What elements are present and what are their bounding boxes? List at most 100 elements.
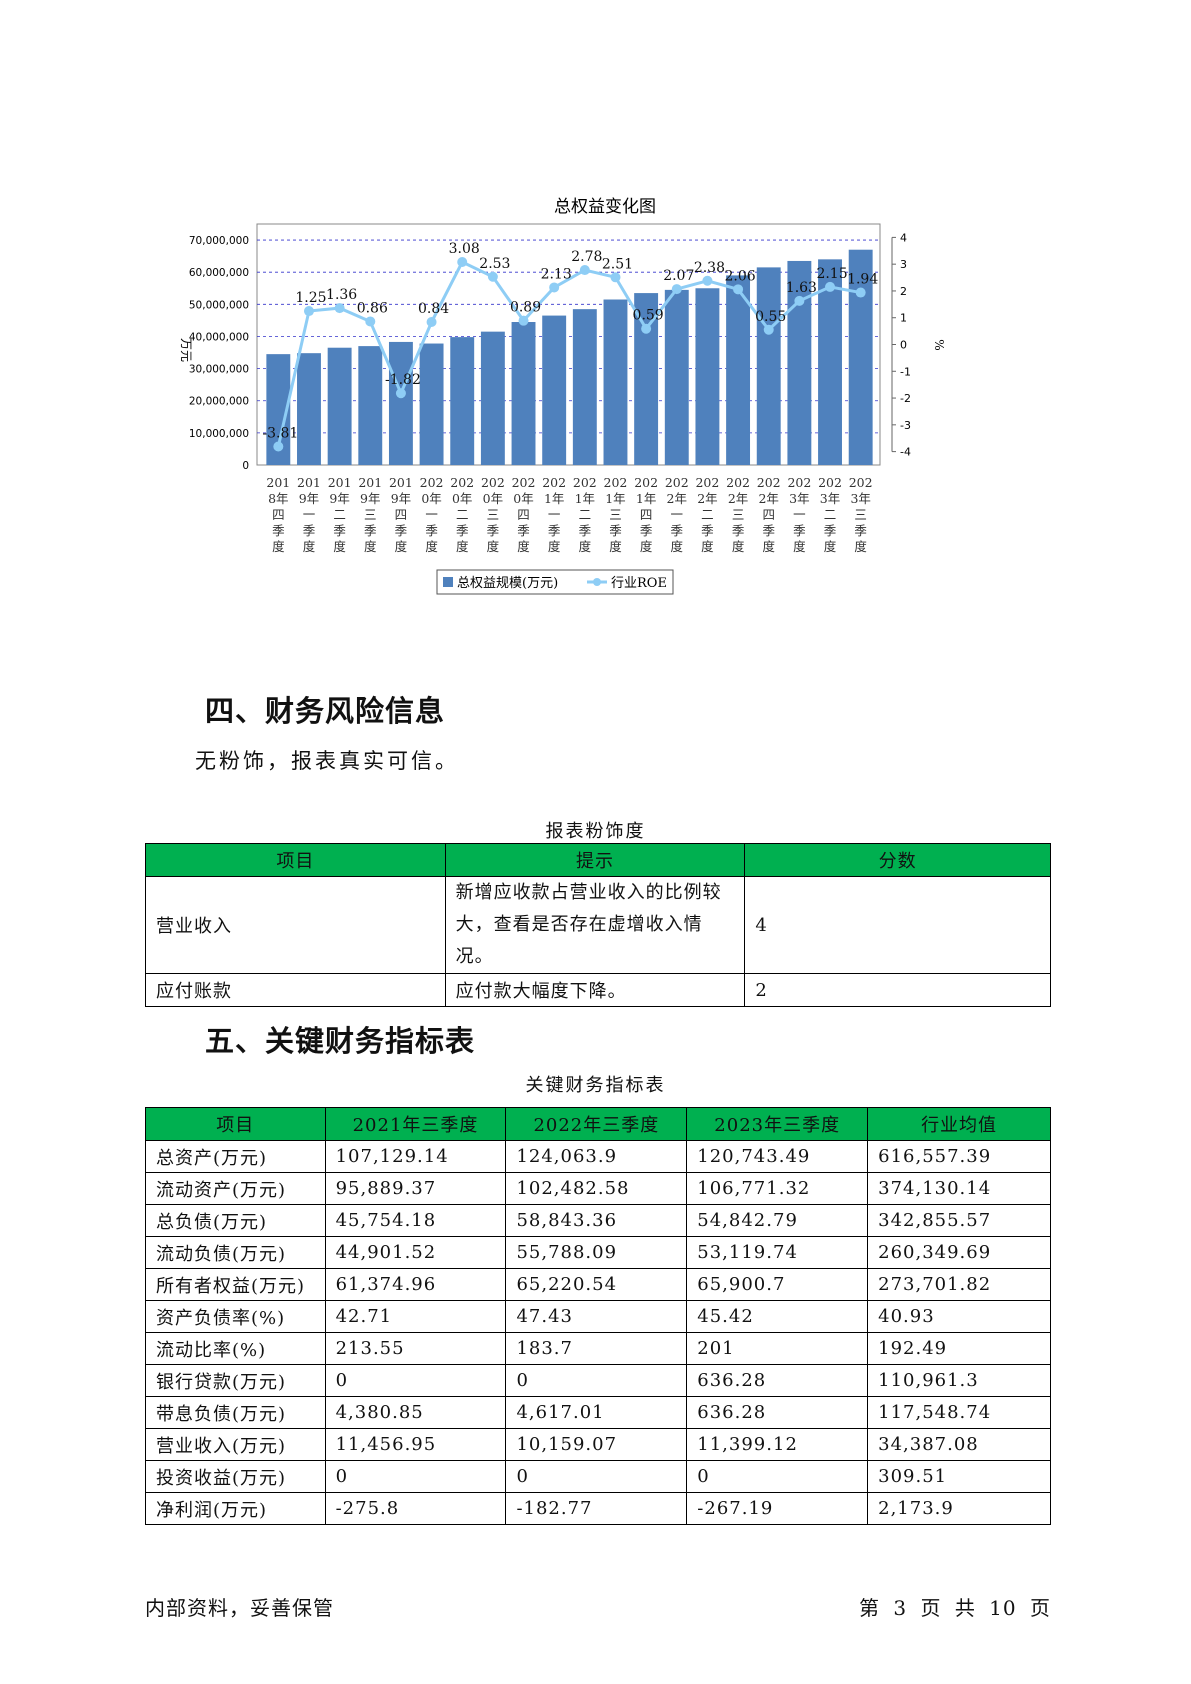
table-cell: 65,900.7 [686, 1268, 869, 1301]
table-cell: 636.28 [686, 1396, 869, 1429]
table-cell: 124,063.9 [505, 1140, 688, 1173]
chart-title: 总权益变化图 [554, 197, 656, 217]
roe-point [671, 284, 682, 295]
roe-point [365, 316, 376, 327]
table-cell: 0 [505, 1364, 688, 1397]
table-cell: 636.28 [686, 1364, 869, 1397]
equity-bar [818, 259, 842, 465]
equity-bar [327, 347, 352, 465]
column-header: 提示 [444, 843, 746, 877]
x-tick-label: 202 3年一季度 [787, 475, 811, 554]
roe-point [395, 388, 406, 399]
table-cell: 55,788.09 [505, 1236, 688, 1269]
roe-point [426, 317, 437, 328]
table-cell: 44,901.52 [324, 1236, 507, 1269]
table-cell: -182.77 [505, 1492, 688, 1525]
roe-data-label: 2.78 [571, 249, 602, 265]
equity-bar [756, 267, 781, 465]
y-left-tick-label: 70,000,000 [189, 235, 249, 247]
roe-point [794, 295, 805, 306]
kpi-table-caption: 关键财务指标表 [525, 1075, 666, 1096]
equity-bar [603, 299, 628, 465]
roe-point [610, 272, 621, 283]
roe-data-label: 1.25 [295, 290, 326, 306]
equity-chart-svg: 总权益变化图 010,000,00020,000,00030,000,00040… [179, 197, 946, 595]
table-cell: 201 [686, 1332, 869, 1365]
table-cell: 0 [686, 1460, 869, 1493]
cosmetic-table: 项目 提示 分数 营业收入 新增应收款占营业收入的比例较 大，查看是否存在虚增收… [145, 843, 1051, 1007]
table-cell: 应付账款 [145, 973, 446, 1007]
row-label: 总资产(万元) [145, 1140, 326, 1173]
table-cell: 213.55 [324, 1332, 507, 1365]
x-tick-label: 202 0年三季度 [481, 475, 505, 554]
y-left-tick-label: 60,000,000 [189, 267, 249, 279]
column-header: 2023年三季度 [686, 1107, 869, 1141]
roe-point [334, 303, 345, 314]
table-cell: 616,557.39 [867, 1140, 1051, 1173]
table-cell: 54,842.79 [686, 1204, 869, 1237]
x-tick-label: 202 1年四季度 [634, 475, 658, 554]
equity-bar [664, 289, 689, 465]
roe-data-label: -3.81 [262, 426, 298, 442]
roe-point [303, 306, 314, 317]
roe-data-label: 3.08 [449, 241, 480, 257]
row-label: 流动负债(万元) [145, 1236, 326, 1269]
roe-data-label: 1.36 [326, 287, 357, 303]
y-right-tick-label: -2 [900, 392, 911, 405]
y-left-tick-label: 50,000,000 [189, 299, 249, 311]
roe-data-label: 2.13 [541, 266, 572, 282]
table-cell: 260,349.69 [867, 1236, 1051, 1269]
table-cell: 0 [324, 1460, 507, 1493]
table-cell: 53,119.74 [686, 1236, 869, 1269]
table-row: 营业收入 新增应收款占营业收入的比例较 大，查看是否存在虚增收入情况。 4 [145, 876, 1051, 974]
equity-chart: 总权益变化图 0 10,000,000 20,000,000 30,000,000 40… [150, 190, 1010, 650]
table-cell: 40.93 [867, 1300, 1051, 1333]
table-row: 带息负债(万元) 4,380.85 4,617.01 636.28 117,548.74 [145, 1396, 1051, 1429]
roe-point [579, 265, 590, 276]
y-left-tick-label: 20,000,000 [189, 396, 249, 408]
x-tick-label: 202 0年二季度 [450, 475, 474, 554]
column-header: 项目 [145, 1107, 326, 1141]
y-left-tick-label: 40,000,000 [189, 331, 249, 343]
x-tick-label: 202 2年一季度 [665, 475, 689, 554]
table-cell: 11,456.95 [324, 1428, 507, 1461]
x-tick-label: 201 9年三季度 [358, 475, 382, 554]
table-cell: 192.49 [867, 1332, 1051, 1365]
table-cell: 4,617.01 [505, 1396, 688, 1429]
table-row: 应付账款 应付款大幅度下降。 2 [145, 973, 1051, 1007]
x-tick-label: 202 3年三季度 [849, 475, 873, 554]
table-cell: 营业收入 [145, 876, 446, 974]
y-left-axis-label: 万元 [179, 338, 193, 362]
roe-data-label: 1.63 [786, 280, 817, 296]
roe-data-label: 0.89 [510, 300, 541, 316]
x-tick-label: 201 9年二季度 [328, 475, 352, 554]
roe-point [641, 323, 652, 334]
row-label: 净利润(万元) [145, 1492, 326, 1525]
equity-bar [542, 315, 567, 465]
table-header-row: 项目 2021年三季度 2022年三季度 2023年三季度 行业均值 [145, 1107, 1051, 1141]
column-header: 2022年三季度 [505, 1107, 688, 1141]
cosmetic-table-caption: 报表粉饰度 [545, 821, 646, 842]
table-cell: 102,482.58 [505, 1172, 688, 1205]
legend-box [436, 569, 674, 595]
table-cell: 61,374.96 [324, 1268, 507, 1301]
section5-title: 五、关键财务指标表 [205, 1024, 476, 1058]
equity-bar [634, 293, 659, 465]
row-label: 总负债(万元) [145, 1204, 326, 1237]
legend-label-roe: 行业ROE [611, 576, 667, 591]
table-cell: 342,855.57 [867, 1204, 1051, 1237]
table-cell: 309.51 [867, 1460, 1051, 1493]
tip-line: 大，查看是否存在虚增收入情况。 [455, 914, 703, 967]
table-row: 营业收入(万元) 11,456.95 10,159.07 11,399.12 34,38… [145, 1428, 1051, 1461]
row-label: 资产负债率(%) [145, 1300, 326, 1333]
x-tick-label: 201 9年四季度 [389, 475, 413, 554]
x-tick-label: 202 1年一季度 [542, 475, 566, 554]
equity-bar [695, 288, 720, 465]
table-cell: 107,129.14 [324, 1140, 507, 1173]
x-tick-label: 202 2年三季度 [726, 475, 750, 554]
section4-title: 四、财务风险信息 [205, 694, 446, 728]
x-tick-label: 202 3年二季度 [818, 475, 842, 554]
row-label: 所有者权益(万元) [145, 1268, 326, 1301]
section4-text: 无粉饰，报表真实可信。 [195, 749, 459, 773]
table-cell: 新增应收款占营业收入的比例较 大，查看是否存在虚增收入情况。 [444, 876, 746, 974]
